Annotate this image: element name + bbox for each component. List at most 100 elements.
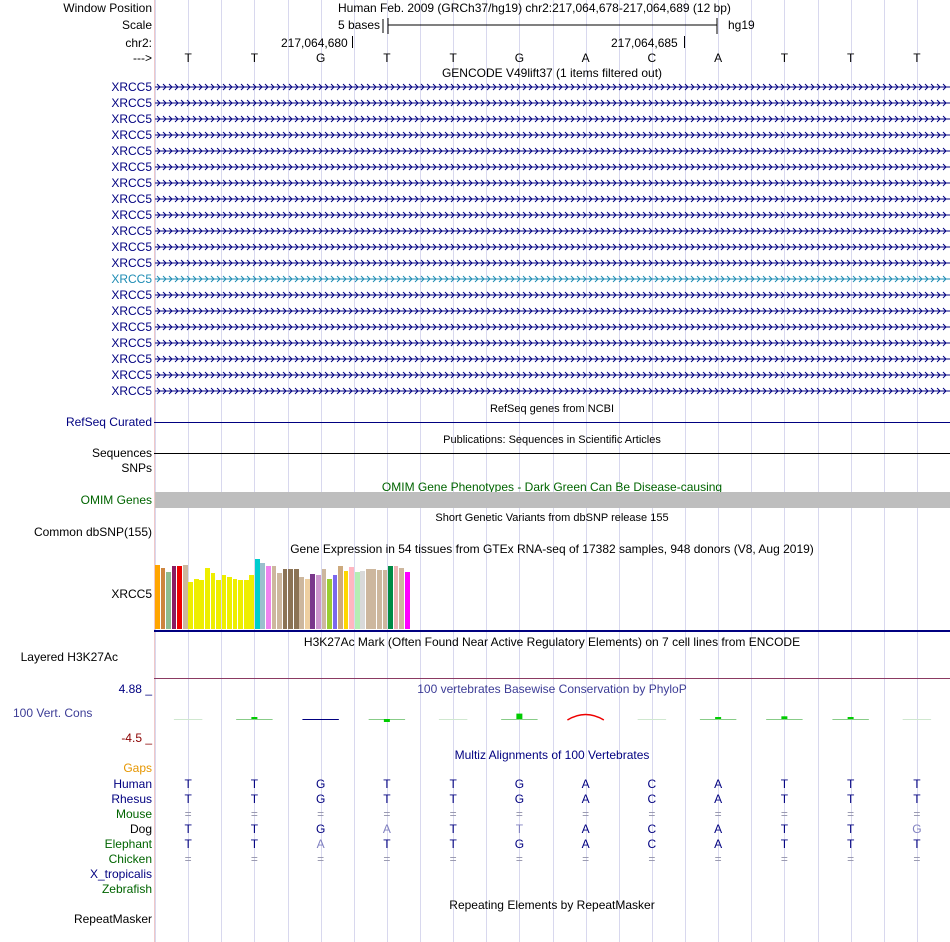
conservation-score-mark[interactable] bbox=[832, 717, 869, 720]
gtex-bar-chart[interactable] bbox=[155, 556, 555, 629]
transcript-line[interactable] bbox=[155, 177, 950, 189]
multiz-species-label[interactable]: Rhesus bbox=[111, 792, 152, 806]
transcript-line[interactable] bbox=[155, 337, 950, 349]
gtex-tissue-bar[interactable] bbox=[177, 565, 182, 629]
refseq-track-label[interactable]: RefSeq Curated bbox=[65, 415, 152, 429]
gtex-tissue-bar[interactable] bbox=[249, 574, 255, 629]
gencode-item-label[interactable]: XRCC5 bbox=[111, 256, 152, 270]
gencode-item-label[interactable]: XRCC5 bbox=[111, 352, 152, 366]
gtex-tissue-bar[interactable] bbox=[277, 572, 282, 629]
gtex-tissue-bar[interactable] bbox=[282, 568, 288, 629]
publications-track-label[interactable]: Sequences bbox=[91, 446, 152, 460]
gencode-item-label[interactable]: XRCC5 bbox=[111, 224, 152, 238]
gencode-item-label[interactable]: XRCC5 bbox=[111, 208, 152, 222]
conservation-score-mark[interactable] bbox=[501, 713, 538, 720]
transcript-line[interactable] bbox=[155, 209, 950, 221]
gencode-item-label[interactable]: XRCC5 bbox=[111, 128, 152, 142]
gtex-tissue-bar[interactable] bbox=[321, 568, 327, 629]
gtex-tissue-bar[interactable] bbox=[266, 565, 271, 629]
gtex-tissue-bar[interactable] bbox=[238, 580, 243, 629]
gtex-tissue-bar[interactable] bbox=[254, 558, 260, 629]
gtex-tissue-bar[interactable] bbox=[304, 579, 310, 629]
gtex-tissue-bar[interactable] bbox=[232, 579, 238, 629]
multiz-species-label[interactable]: Chicken bbox=[108, 852, 152, 866]
gtex-tissue-bar[interactable] bbox=[310, 573, 316, 629]
gtex-tissue-bar[interactable] bbox=[315, 575, 321, 629]
gencode-item-label[interactable]: XRCC5 bbox=[111, 272, 152, 286]
gtex-tissue-bar[interactable] bbox=[382, 569, 388, 629]
snps-track-label[interactable]: SNPs bbox=[121, 461, 152, 475]
gencode-item-label[interactable]: XRCC5 bbox=[111, 112, 152, 126]
gencode-item-label[interactable]: XRCC5 bbox=[111, 240, 152, 254]
gtex-tissue-bar[interactable] bbox=[199, 580, 205, 629]
multiz-species-label[interactable]: Mouse bbox=[115, 807, 152, 821]
gtex-tissue-bar[interactable] bbox=[327, 579, 332, 629]
dbsnp-track-label[interactable]: Common dbSNP(155) bbox=[33, 525, 152, 539]
gtex-tissue-bar[interactable] bbox=[293, 568, 299, 629]
gencode-item-label[interactable]: XRCC5 bbox=[111, 288, 152, 302]
gtex-tissue-bar[interactable] bbox=[288, 568, 293, 629]
gtex-tissue-bar[interactable] bbox=[332, 575, 338, 629]
gtex-tissue-bar[interactable] bbox=[349, 566, 354, 629]
gtex-tissue-bar[interactable] bbox=[166, 571, 171, 629]
omim-track-label[interactable]: OMIM Genes bbox=[80, 493, 152, 507]
gtex-tissue-bar[interactable] bbox=[354, 571, 360, 629]
transcript-line[interactable] bbox=[155, 369, 950, 381]
transcript-line[interactable] bbox=[155, 257, 950, 269]
gtex-tissue-bar[interactable] bbox=[210, 572, 216, 629]
transcript-line[interactable] bbox=[155, 145, 950, 157]
transcript-line[interactable] bbox=[155, 305, 950, 317]
gencode-item-label[interactable]: XRCC5 bbox=[111, 320, 152, 334]
repeatmasker-track-label[interactable]: RepeatMasker bbox=[73, 912, 152, 926]
gtex-tissue-bar[interactable] bbox=[171, 565, 177, 629]
conservation-track-label[interactable]: 100 Vert. Cons bbox=[13, 706, 93, 720]
transcript-line[interactable] bbox=[155, 241, 950, 253]
gtex-tissue-bar[interactable] bbox=[243, 580, 249, 629]
gtex-track-label[interactable]: XRCC5 bbox=[111, 587, 152, 601]
transcript-line[interactable] bbox=[155, 321, 950, 333]
conservation-score-mark[interactable] bbox=[236, 717, 273, 720]
transcript-line[interactable] bbox=[155, 193, 950, 205]
gencode-item-label[interactable]: XRCC5 bbox=[111, 96, 152, 110]
gtex-tissue-bar[interactable] bbox=[343, 570, 349, 629]
gencode-item-label[interactable]: XRCC5 bbox=[111, 304, 152, 318]
transcript-line[interactable] bbox=[155, 289, 950, 301]
transcript-line[interactable] bbox=[155, 353, 950, 365]
gtex-tissue-bar[interactable] bbox=[204, 567, 210, 629]
conservation-score-mark[interactable] bbox=[766, 716, 803, 720]
gtex-tissue-bar[interactable] bbox=[299, 577, 305, 629]
gtex-tissue-bar[interactable] bbox=[371, 568, 377, 629]
multiz-species-label[interactable]: Dog bbox=[129, 822, 152, 836]
transcript-line[interactable] bbox=[155, 161, 950, 173]
gencode-item-label[interactable]: XRCC5 bbox=[111, 160, 152, 174]
multiz-species-label[interactable]: Elephant bbox=[104, 837, 152, 851]
gtex-tissue-bar[interactable] bbox=[260, 562, 266, 629]
gtex-tissue-bar[interactable] bbox=[360, 570, 366, 629]
transcript-line[interactable] bbox=[155, 225, 950, 237]
conservation-score-mark[interactable] bbox=[368, 719, 406, 722]
multiz-species-label[interactable]: Zebrafish bbox=[101, 882, 152, 896]
gtex-tissue-bar[interactable] bbox=[216, 580, 221, 629]
gencode-item-label[interactable]: XRCC5 bbox=[111, 336, 152, 350]
gtex-tissue-bar[interactable] bbox=[399, 567, 404, 629]
gencode-item-label[interactable]: XRCC5 bbox=[111, 192, 152, 206]
h3k27ac-track-label[interactable]: Layered H3K27Ac bbox=[20, 650, 118, 664]
multiz-species-label[interactable]: X_tropicalis bbox=[89, 867, 152, 881]
gtex-tissue-bar[interactable] bbox=[221, 574, 227, 629]
gtex-tissue-bar[interactable] bbox=[393, 565, 399, 629]
gtex-tissue-bar[interactable] bbox=[377, 569, 382, 629]
gtex-tissue-bar[interactable] bbox=[365, 568, 371, 629]
multiz-species-label[interactable]: Human bbox=[113, 777, 152, 791]
gtex-tissue-bar[interactable] bbox=[188, 582, 194, 629]
conservation-score-mark[interactable] bbox=[699, 717, 737, 720]
transcript-line[interactable] bbox=[155, 113, 950, 125]
omim-gene-bar[interactable] bbox=[155, 492, 950, 508]
gencode-item-label[interactable]: XRCC5 bbox=[111, 144, 152, 158]
transcript-line[interactable] bbox=[155, 385, 950, 397]
gtex-tissue-bar[interactable] bbox=[182, 564, 188, 629]
gtex-tissue-bar[interactable] bbox=[227, 577, 232, 629]
conservation-plot[interactable] bbox=[155, 700, 950, 734]
transcript-line[interactable] bbox=[155, 81, 950, 93]
gencode-item-label[interactable]: XRCC5 bbox=[111, 384, 152, 398]
gtex-tissue-bar[interactable] bbox=[155, 564, 160, 629]
